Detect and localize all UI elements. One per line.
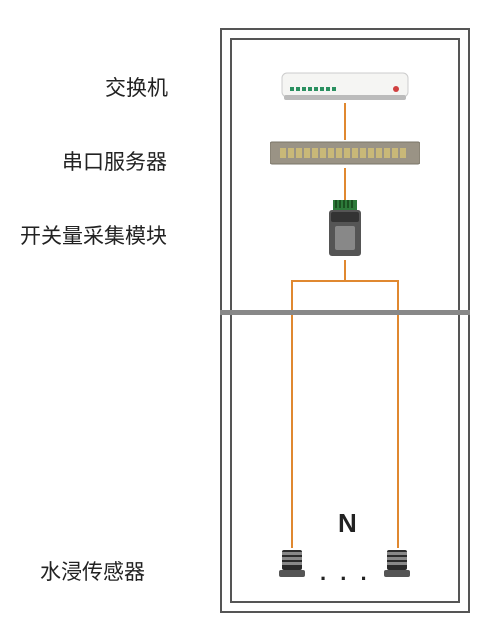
water-sensor-left <box>277 548 307 580</box>
di-module-icon <box>325 200 365 260</box>
wire-seg-4 <box>291 280 293 548</box>
ellipsis-dots: . . . <box>320 560 371 586</box>
water-sensor-icon <box>382 548 412 580</box>
wire-seg-1 <box>344 168 346 200</box>
wire-seg-2 <box>344 260 346 280</box>
switch-device <box>280 65 410 103</box>
label-water-sensor: 水浸传感器 <box>40 556 145 586</box>
water-sensor-right <box>382 548 412 580</box>
serial-server-device <box>270 140 420 168</box>
wire-seg-5 <box>397 280 399 548</box>
n-count-label: N <box>338 508 357 539</box>
label-serial-server: 串口服务器 <box>62 146 167 176</box>
serial-server-icon <box>270 140 420 168</box>
water-sensor-icon <box>277 548 307 580</box>
cabinet-divider <box>220 310 470 315</box>
wire-seg-3 <box>291 280 399 282</box>
label-di-module: 开关量采集模块 <box>20 220 167 250</box>
label-switch: 交换机 <box>105 72 168 102</box>
switch-icon <box>280 65 410 103</box>
wire-seg-0 <box>344 103 346 140</box>
di-module-device <box>325 200 365 260</box>
